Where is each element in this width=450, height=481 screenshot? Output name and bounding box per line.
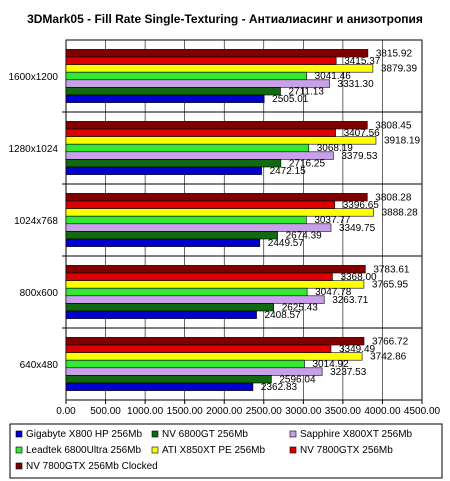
- data-label: 2408.57: [265, 310, 302, 321]
- bar: [65, 215, 307, 225]
- legend-entry: NV 7800GTX 256Mb Clocked: [26, 461, 158, 472]
- bar: [65, 159, 282, 168]
- data-label: 3808.28: [375, 192, 412, 203]
- bar: [65, 128, 336, 137]
- category-label: 800x600: [20, 288, 59, 299]
- data-label: 3407.56: [344, 128, 381, 139]
- legend-swatch: [151, 446, 159, 454]
- legend-entry: NV 7800GTX 256Mb: [300, 445, 393, 456]
- data-label: 3808.45: [375, 120, 412, 131]
- data-label: 2449.57: [268, 238, 305, 249]
- legend-swatch: [289, 446, 297, 454]
- bar: [65, 310, 257, 319]
- x-tick-label: 3500.00: [325, 406, 362, 417]
- data-label: 2711.13: [288, 86, 324, 97]
- legend-box: [9, 423, 443, 479]
- data-label: 3888.28: [382, 208, 419, 219]
- bar: [65, 94, 265, 103]
- x-tick-label: 2000.00: [206, 406, 243, 417]
- bar: [65, 265, 366, 274]
- legend-entry: ATI X850XT PE 256Mb: [162, 445, 265, 456]
- legend: Gigabyte X800 HP 256Mb NV 6800GT 256Mb Sap…: [9, 423, 443, 479]
- data-label: 3068.19: [317, 143, 354, 154]
- x-tick-label: 3000.00: [285, 406, 322, 417]
- data-label: 3815.92: [376, 48, 413, 59]
- data-label: 3331.30: [338, 79, 375, 90]
- x-tick-label: 4000.00: [364, 406, 401, 417]
- bar: [65, 375, 272, 384]
- legend-swatch: [289, 430, 297, 438]
- data-label: 3349.49: [339, 344, 376, 355]
- bar: [65, 359, 305, 369]
- x-tick-label: 500.00: [90, 406, 121, 417]
- category-label: 1600x1200: [9, 72, 59, 83]
- legend-swatch: [15, 446, 23, 454]
- category-label: 1280x1024: [9, 144, 59, 155]
- legend-entry: NV 6800GT 256Mb: [162, 429, 248, 440]
- data-label: 3765.95: [372, 280, 409, 291]
- category-label: 640x480: [20, 360, 59, 371]
- bar: [65, 238, 261, 247]
- data-label: 2596.04: [279, 374, 316, 385]
- data-label: 3349.75: [339, 223, 376, 234]
- legend-swatch: [151, 430, 159, 438]
- chart-title: 3DMark05 - Fill Rate Single-Texturing - …: [27, 12, 423, 26]
- data-label: 3037.77: [314, 215, 351, 226]
- bar: [65, 382, 254, 391]
- data-label: 3879.39: [381, 64, 418, 75]
- x-tick-label: 1500.00: [167, 406, 204, 417]
- bar: [65, 87, 281, 96]
- data-label: 2674.39: [286, 230, 323, 241]
- data-label: 3783.61: [373, 264, 410, 275]
- data-label: 3379.53: [341, 151, 378, 162]
- data-label: 3766.72: [372, 336, 409, 347]
- legend-entry: Gigabyte X800 HP 256Mb: [26, 429, 142, 440]
- bar: [65, 287, 308, 297]
- data-label: 3047.78: [315, 287, 352, 298]
- x-tick-label: 1000.00: [127, 406, 164, 417]
- bar: [65, 143, 310, 153]
- data-label: 2362.83: [261, 382, 298, 393]
- data-label: 2472.15: [270, 166, 307, 177]
- data-label: 2505.01: [272, 94, 309, 105]
- bar: [65, 231, 278, 240]
- data-label: 3237.53: [330, 367, 367, 378]
- plot-area: 0.00 500.00 1000.00 1500.00 2000.00 2500.00 30…: [9, 39, 441, 417]
- x-tick-label: 2500.00: [246, 406, 283, 417]
- legend-entry: Sapphire X800XT 256Mb: [300, 429, 413, 440]
- bar: [65, 193, 368, 202]
- bar: [65, 303, 275, 312]
- category-label: 1024x768: [14, 216, 58, 227]
- x-tick-label: 4500.00: [404, 406, 441, 417]
- data-label: 3918.19: [384, 136, 421, 147]
- data-label: 2716.25: [289, 158, 326, 169]
- legend-entry: Leadtek 6800Ultra 256Mb: [26, 445, 142, 456]
- bar: [65, 337, 365, 346]
- bar: [65, 49, 369, 58]
- bar: [65, 166, 262, 175]
- bar: [65, 272, 333, 281]
- data-label: 3041.46: [315, 71, 352, 82]
- data-label: 3396.65: [343, 200, 380, 211]
- bar: [65, 121, 368, 130]
- bar: [65, 56, 337, 65]
- data-label: 3742.86: [370, 352, 407, 363]
- bar: [65, 71, 307, 81]
- legend-swatch: [15, 430, 23, 438]
- bar: [65, 344, 332, 353]
- data-label: 3014.92: [313, 359, 350, 370]
- data-label: 3368.00: [340, 272, 377, 283]
- data-label: 2625.43: [282, 302, 319, 313]
- data-label: 3263.71: [332, 295, 369, 306]
- bar: [65, 200, 336, 209]
- data-label: 3415.37: [344, 56, 381, 67]
- legend-swatch: [15, 462, 23, 470]
- x-tick-label: 0.00: [56, 406, 76, 417]
